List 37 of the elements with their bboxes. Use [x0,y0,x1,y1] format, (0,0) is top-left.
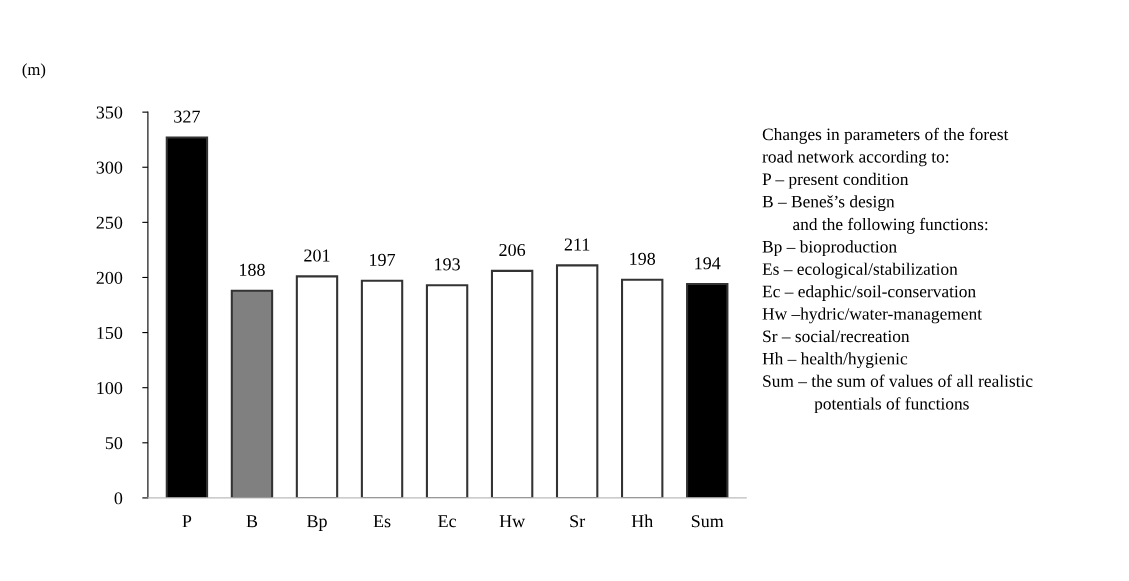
data-label: 198 [630,252,656,265]
data-label: 188 [240,263,265,276]
bar [621,278,664,498]
data-label: 194 [695,257,721,270]
data-label: 211 [564,238,590,251]
bar [165,136,209,498]
x-tick-label: Sr [570,515,586,528]
data-label: 206 [499,243,526,257]
y-tick-label: 150 [97,326,123,340]
bar [686,283,729,498]
bar [295,275,339,498]
y-tick-label: 300 [96,161,123,174]
bar [490,269,534,498]
x-tick-label: P [182,515,192,528]
bar [425,284,469,498]
bar [230,289,274,498]
y-axis-title: (m) [22,63,46,79]
bar [360,279,404,498]
x-tick-label: Hw [499,515,526,528]
bar [555,264,599,498]
x-tick-label: Es [373,515,391,528]
y-tick-label: 250 [96,216,123,229]
y-tick-label: 0 [114,492,123,505]
data-label: 327 [174,110,200,123]
data-label: 197 [370,253,396,266]
y-tick-label: 200 [96,271,123,284]
x-tick-label: Bp [306,515,327,531]
x-tick-label: Ec [438,515,457,528]
y-tick-label: 100 [97,381,123,395]
x-tick-label: Hh [631,514,653,528]
data-label: 201 [304,249,330,262]
data-label: 193 [435,258,460,271]
text: Changes in parameters of the forest road network according to: P – present condition B – Beneš’s design and the following functions: Bp – bioproduction Es – ecological/stabilization Ec – edaphic/soil-conservation Hw –hydric/water-management Sr – social/recreation Hh – health/hygienic Sum – the sum of values of all realistic potentials of functions [762,127,1033,414]
y-tick-label: 50 [105,437,123,450]
x-tick-label: Sum [691,515,724,528]
x-tick-label: B [246,515,258,528]
y-tick-label: 350 [96,106,123,119]
